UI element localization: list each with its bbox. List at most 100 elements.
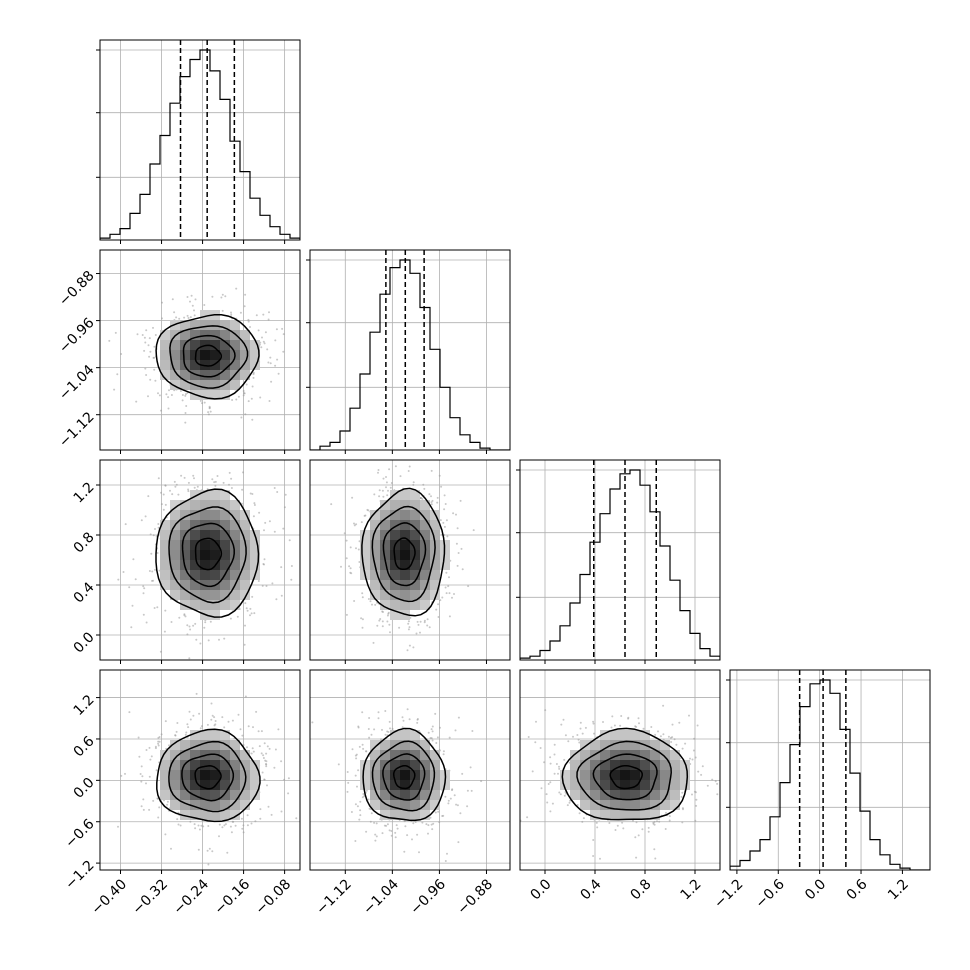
sample-point <box>441 815 444 817</box>
sample-point <box>152 534 155 537</box>
sample-point <box>682 808 684 811</box>
sample-point <box>689 757 691 760</box>
sample-point <box>696 724 699 727</box>
density-cell <box>180 810 190 820</box>
sample-point <box>412 483 415 486</box>
contour-line <box>194 765 222 790</box>
sample-point <box>257 730 260 733</box>
sample-point <box>374 833 377 836</box>
sample-point <box>156 552 159 554</box>
sample-point <box>438 821 441 824</box>
x-tick-label: −0.88 <box>454 876 496 918</box>
sample-point <box>261 336 263 339</box>
density-cell <box>170 370 180 380</box>
density-cell <box>160 340 170 350</box>
sample-point <box>432 822 435 825</box>
sample-point <box>544 709 547 712</box>
y-tick-label: −1.2 <box>62 857 97 892</box>
sample-point <box>694 819 697 822</box>
sample-point <box>230 487 233 489</box>
density-cell <box>400 750 410 760</box>
density-cell <box>630 770 640 780</box>
panel-frame <box>99 39 301 241</box>
density-cell <box>600 760 610 770</box>
sample-point <box>353 600 356 602</box>
sample-point <box>157 740 160 743</box>
sample-point <box>252 371 255 374</box>
sample-point <box>214 720 217 722</box>
density-cell <box>230 510 240 520</box>
sample-point <box>558 791 561 794</box>
sample-point <box>381 625 384 628</box>
sample-point <box>147 344 150 347</box>
sample-point <box>385 486 387 489</box>
density-cell <box>360 770 370 780</box>
sample-point <box>192 624 195 627</box>
contour-line <box>155 314 260 400</box>
density-cell <box>160 360 170 370</box>
density-cell <box>370 520 380 530</box>
sample-point <box>378 489 381 492</box>
sample-point <box>206 849 209 852</box>
density-cell <box>160 330 170 340</box>
density-cell <box>430 530 440 540</box>
sample-point <box>428 626 431 629</box>
sample-point <box>263 529 265 532</box>
sample-point <box>244 624 246 627</box>
sample-point <box>389 727 391 730</box>
sample-point <box>664 828 667 830</box>
sample-point <box>268 400 271 402</box>
sample-point <box>150 755 153 758</box>
density-cell <box>410 780 420 790</box>
sample-point <box>189 316 192 319</box>
density-cell <box>580 740 590 750</box>
sample-point <box>247 320 250 323</box>
density-cell <box>370 580 380 590</box>
sample-point <box>157 742 160 745</box>
sample-point <box>368 717 371 719</box>
density-cell <box>590 740 600 750</box>
density-cell <box>190 510 200 520</box>
sample-point <box>361 592 364 595</box>
sample-point <box>239 311 242 314</box>
density-cell <box>410 520 420 530</box>
density-cell <box>210 550 220 560</box>
sample-point <box>547 783 550 785</box>
density-cell <box>380 770 390 780</box>
sample-point <box>160 503 163 506</box>
sample-point <box>210 702 213 705</box>
panel-3-2: 0.0 0.4 0.8 1.2 <box>519 669 728 903</box>
density-cell <box>600 740 610 750</box>
density-cell <box>240 790 250 800</box>
sample-point <box>337 763 340 766</box>
sample-point <box>347 781 350 784</box>
sample-point <box>277 372 280 375</box>
sample-point <box>619 724 622 727</box>
sample-point <box>667 735 670 738</box>
density-cell <box>190 750 200 760</box>
density-cell <box>640 780 650 790</box>
panel-3-3: −1.2 −0.6 0.0 0.6 1.2 <box>711 669 931 912</box>
sample-point <box>262 563 265 565</box>
density-cell <box>390 770 400 780</box>
sample-point <box>726 776 728 778</box>
density-cell <box>200 540 210 550</box>
sample-point <box>207 639 210 642</box>
sample-point <box>693 737 696 740</box>
sample-point <box>170 621 173 623</box>
sample-point <box>154 747 157 750</box>
sample-point <box>157 392 159 395</box>
sample-point <box>418 851 420 854</box>
sample-point <box>681 747 684 750</box>
sample-point <box>255 314 258 317</box>
density-cell <box>680 770 690 780</box>
sample-point <box>188 625 191 628</box>
density-cell <box>200 530 210 540</box>
sample-point <box>283 506 286 509</box>
sample-point <box>539 747 542 749</box>
density-cell <box>230 320 240 330</box>
contour-line <box>194 344 223 367</box>
sample-point <box>154 379 157 382</box>
sample-point <box>258 745 261 748</box>
sample-point <box>480 780 483 783</box>
